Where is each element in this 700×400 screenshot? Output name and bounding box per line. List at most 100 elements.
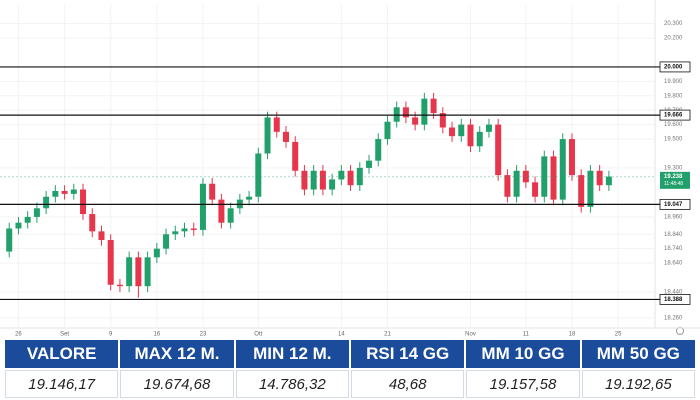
candle-body (439, 113, 446, 128)
reference-label-box (659, 198, 691, 210)
candle-body (52, 190, 59, 197)
table-header: MAX 12 M. (120, 340, 234, 368)
candle-body (532, 182, 539, 197)
candle-body (421, 98, 428, 125)
candle-body (135, 257, 142, 287)
candle-body (596, 170, 603, 186)
table-header: MM 10 GG (466, 340, 580, 368)
table-cell: 48,68 (351, 370, 465, 398)
countdown-label: 11:48:48 (664, 181, 683, 187)
candle-body (347, 170, 354, 186)
y-tick-label: 18.840 (664, 232, 683, 238)
x-tick-label: Nov (465, 332, 476, 336)
x-tick-label: 9 (109, 332, 113, 336)
x-tick-label: 14 (338, 332, 345, 336)
x-tick-label: 11 (523, 332, 530, 336)
candle-body (375, 139, 382, 161)
candle-body (80, 189, 87, 215)
y-tick-label: 18.640 (664, 261, 683, 267)
candle-body (144, 257, 151, 287)
table-cell: 19.192,65 (581, 370, 695, 398)
reference-label: 18.388 (664, 297, 683, 303)
y-tick-label: 18.440 (664, 290, 683, 296)
x-tick-label: 21 (384, 332, 391, 336)
candle-body (218, 199, 225, 223)
candle-body (209, 183, 216, 200)
table-header: MIN 12 M. (235, 340, 349, 368)
candle-body (384, 121, 391, 140)
stats-table: VALORE MAX 12 M. MIN 12 M. RSI 14 GG MM 10 G… (5, 340, 695, 398)
y-tick-label: 19.600 (664, 122, 683, 128)
candle-body (153, 248, 160, 258)
candle-body (513, 170, 520, 197)
candle-body (467, 124, 474, 147)
candle-body (485, 124, 492, 132)
candle-body (430, 98, 437, 114)
candle-body (504, 175, 511, 197)
reference-label-box (659, 109, 691, 121)
y-tick-label: 18.960 (664, 215, 683, 221)
reference-label: 19.666 (664, 113, 683, 119)
candle-body (98, 231, 105, 241)
candle-body (24, 216, 31, 223)
y-tick-label: 20.300 (664, 21, 683, 27)
chart: 20.30020.20019.90019.80019.70019.60019.5… (0, 0, 700, 338)
table-cell: 14.786,32 (235, 370, 349, 398)
candle-body (282, 131, 289, 142)
table-header: VALORE (5, 340, 119, 368)
candle-body (449, 127, 456, 137)
candle-body (70, 189, 77, 194)
candle-body (605, 176, 612, 186)
candle-body (264, 117, 271, 154)
candle-body (199, 183, 206, 230)
y-tick-label: 19.500 (664, 137, 683, 143)
reference-label: 19.047 (664, 202, 683, 208)
x-tick-label: 18 (569, 332, 576, 336)
last-price-label: 19.238 (664, 174, 683, 180)
table-header: RSI 14 GG (351, 340, 465, 368)
candle-body (163, 234, 170, 249)
y-tick-label: 19.300 (664, 165, 683, 171)
candle-body (458, 124, 465, 137)
candle-body (559, 139, 566, 200)
candle-body (126, 257, 133, 287)
candle-body (107, 240, 114, 285)
table-header: MM 50 GG (581, 340, 695, 368)
x-tick-label: Ott (254, 332, 262, 336)
candle-body (255, 153, 262, 197)
candle-body (550, 156, 557, 200)
settings-icon[interactable] (676, 327, 684, 335)
candle-body (89, 214, 96, 232)
y-tick-label: 19.900 (664, 79, 683, 85)
candle-body (476, 131, 483, 147)
candle-body (329, 179, 336, 190)
x-tick-label: Set (60, 332, 69, 336)
table-cell: 19.674,68 (120, 370, 234, 398)
candle-body (587, 170, 594, 207)
candle-body (246, 196, 253, 200)
reference-label: 20.000 (664, 65, 683, 71)
table-cell: 19.157,58 (466, 370, 580, 398)
y-tick-label: 18.740 (664, 246, 683, 252)
candle-body (273, 117, 280, 132)
candle-body (568, 139, 575, 176)
candle-body (190, 228, 197, 230)
table-cell: 19.146,17 (5, 370, 119, 398)
reference-label-box (659, 61, 691, 73)
candle-body (15, 222, 22, 229)
candle-body (319, 170, 326, 190)
candle-body (495, 124, 502, 176)
candle-body (310, 170, 317, 190)
x-tick-label: 26 (15, 332, 22, 336)
y-tick-label: 19.800 (664, 93, 683, 99)
candle-body (227, 208, 234, 223)
candle-body (292, 141, 299, 171)
candle-body (338, 170, 345, 180)
last-price-box (660, 171, 690, 189)
y-tick-label: 20.200 (664, 36, 683, 42)
candle-body (61, 190, 68, 194)
candle-body (116, 284, 123, 287)
y-tick-label: 18.260 (664, 315, 683, 321)
candle-body (301, 170, 308, 190)
candle-body (6, 228, 13, 252)
